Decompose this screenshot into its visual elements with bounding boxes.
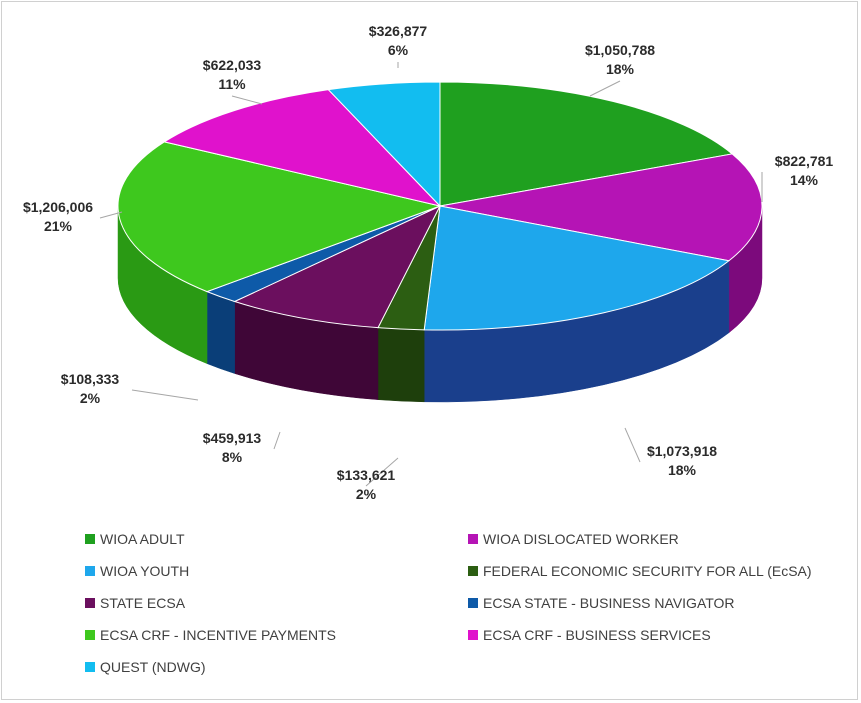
legend-label: WIOA DISLOCATED WORKER: [483, 531, 679, 547]
legend-item-3[interactable]: FEDERAL ECONOMIC SECURITY FOR ALL (EcSA): [468, 563, 812, 579]
data-label-percent-1: 14%: [790, 172, 819, 188]
data-label-value-7: $622,033: [203, 57, 262, 73]
leader-line-4: [273, 431, 281, 450]
leader-lines: [99, 62, 763, 487]
data-label-value-1: $822,781: [775, 153, 834, 169]
leader-line-0: [589, 80, 621, 97]
legend-item-6[interactable]: ECSA CRF - INCENTIVE PAYMENTS: [85, 627, 336, 643]
data-label-value-2: $1,073,918: [647, 443, 717, 459]
data-label-percent-8: 6%: [388, 42, 409, 58]
leader-line-2: [624, 427, 641, 463]
data-label-percent-7: 11%: [218, 76, 246, 92]
legend-label: ECSA CRF - BUSINESS SERVICES: [483, 627, 711, 643]
legend-label: ECSA CRF - INCENTIVE PAYMENTS: [100, 627, 336, 643]
data-label-percent-6: 21%: [44, 218, 73, 234]
data-label-value-8: $326,877: [369, 23, 428, 39]
legend-label: ECSA STATE - BUSINESS NAVIGATOR: [483, 595, 735, 611]
legend-label: FEDERAL ECONOMIC SECURITY FOR ALL (EcSA): [483, 563, 812, 579]
legend-swatch: [468, 630, 478, 640]
legend-item-0[interactable]: WIOA ADULT: [85, 531, 185, 547]
leader-line-5: [131, 389, 199, 401]
legend-swatch: [85, 598, 95, 608]
leader-line-7: [231, 95, 263, 105]
legend-label: WIOA YOUTH: [100, 563, 190, 579]
legend-item-5[interactable]: ECSA STATE - BUSINESS NAVIGATOR: [468, 595, 735, 611]
legend-item-1[interactable]: WIOA DISLOCATED WORKER: [468, 531, 679, 547]
legend-swatch: [468, 566, 478, 576]
legend-swatch: [468, 534, 478, 544]
pie-slice-1[interactable]: [439, 153, 763, 262]
data-label-value-0: $1,050,788: [585, 42, 655, 58]
legend-label: WIOA ADULT: [100, 531, 185, 547]
pie-slice-6[interactable]: [117, 141, 442, 293]
legend-label: QUEST (NDWG): [100, 659, 206, 675]
data-label-value-5: $108,333: [61, 371, 120, 387]
pie-side-3: [377, 327, 425, 403]
legend-item-8[interactable]: QUEST (NDWG): [85, 659, 206, 675]
legend-swatch: [85, 534, 95, 544]
pie-slices: [117, 81, 763, 331]
data-label-value-6: $1,206,006: [23, 199, 93, 215]
data-label-value-4: $459,913: [203, 430, 262, 446]
legend-item-2[interactable]: WIOA YOUTH: [85, 563, 189, 579]
pie-side-5: [206, 291, 235, 374]
leader-line-6: [99, 211, 123, 219]
data-label-value-3: $133,621: [337, 467, 396, 483]
legend-swatch: [85, 630, 95, 640]
pie-slice-0[interactable]: [439, 81, 734, 207]
data-label-percent-0: 18%: [606, 61, 635, 77]
data-label-percent-3: 2%: [356, 486, 377, 502]
leader-line-3: [365, 457, 399, 487]
legend-swatch: [85, 566, 95, 576]
legend-swatch: [468, 598, 478, 608]
data-labels: $1,050,788 18% $822,781 14% $1,073,918 18% $13…: [23, 23, 833, 502]
legend-label: STATE ECSA: [100, 595, 186, 611]
pie-sides: [117, 205, 763, 403]
pie-slice-4[interactable]: [233, 204, 442, 329]
data-label-percent-4: 8%: [222, 449, 243, 465]
pie-slice-7[interactable]: [163, 89, 442, 207]
data-label-percent-2: 18%: [668, 462, 697, 478]
data-label-percent-5: 2%: [80, 390, 101, 406]
legend-item-4[interactable]: STATE ECSA: [85, 595, 185, 611]
pie-slice-8[interactable]: [327, 81, 441, 208]
legend-item-7[interactable]: ECSA CRF - BUSINESS SERVICES: [468, 627, 711, 643]
legend-swatch: [85, 662, 95, 672]
pie-slice-2[interactable]: [423, 205, 731, 331]
